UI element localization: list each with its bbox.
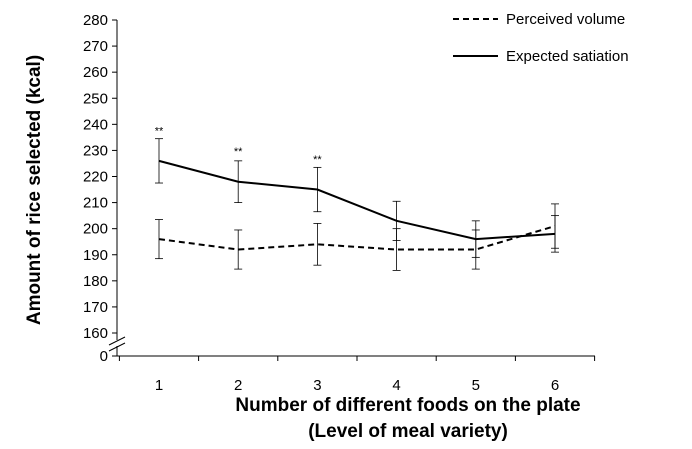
significance-marker: ** xyxy=(155,125,164,137)
x-axis-title-line2: (Level of meal variety) xyxy=(308,421,508,442)
y-tick-label: 240 xyxy=(83,116,108,133)
y-tick-label: 170 xyxy=(83,299,108,316)
legend: Perceived volume Expected satiation xyxy=(453,11,629,65)
x-tick-label: 5 xyxy=(472,377,480,394)
x-tick-label: 3 xyxy=(313,377,321,394)
axes xyxy=(108,20,595,357)
y-tick-label: 180 xyxy=(83,273,108,290)
y-tick-label: 280 xyxy=(83,12,108,29)
x-tick-label: 6 xyxy=(551,377,559,394)
series-group xyxy=(155,138,559,271)
x-tick-label: 1 xyxy=(155,377,163,394)
axis-break-mark-1 xyxy=(108,336,126,346)
significance-marker: ** xyxy=(313,154,322,166)
series-line-expected-satiation xyxy=(158,159,556,241)
y-tick-label: 220 xyxy=(83,169,108,186)
y-tick-label: 190 xyxy=(83,247,108,264)
y-tick-label: 250 xyxy=(83,90,108,107)
x-axis-title-line1: Number of different foods on the plate xyxy=(235,395,580,416)
x-tick-label: 4 xyxy=(392,377,400,394)
axis-break-mark-2 xyxy=(108,342,126,352)
legend-label-expected-satiation: Expected satiation xyxy=(506,48,629,65)
series-line-perceived-volume xyxy=(158,225,556,251)
y-tick-label: 210 xyxy=(83,195,108,212)
y-tick-label: 200 xyxy=(83,221,108,238)
y-tick-label: 160 xyxy=(83,325,108,342)
x-tick-label: 2 xyxy=(234,377,242,394)
significance-marker: ** xyxy=(234,146,243,158)
annotations: ** ** ** xyxy=(155,125,323,166)
y-tick-label: 0 xyxy=(100,348,108,365)
x-ticks: 1 2 3 4 5 6 xyxy=(118,356,596,394)
y-tick-label: 230 xyxy=(83,142,108,159)
y-tick-label: 260 xyxy=(83,64,108,81)
y-tick-label: 270 xyxy=(83,38,108,55)
legend-label-perceived-volume: Perceived volume xyxy=(506,11,625,28)
y-ticks: 280 270 260 250 240 230 220 210 200 190 180 170 160 0 xyxy=(83,12,117,365)
y-axis-title: Amount of rice selected (kcal) xyxy=(24,55,45,325)
